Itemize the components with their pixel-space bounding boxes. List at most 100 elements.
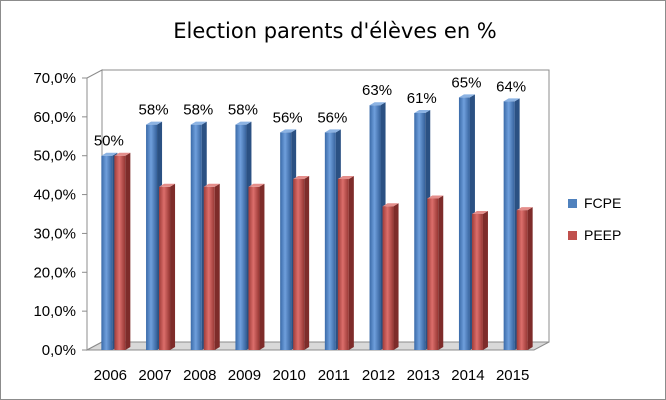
bars-group [101, 94, 533, 350]
y-tick-label: 50,0% [33, 148, 76, 165]
bar-front [324, 132, 336, 350]
bar-peep-2007 [159, 183, 176, 350]
x-tick-label: 2013 [407, 367, 440, 384]
bar-front [101, 155, 113, 350]
bar-peep-2012 [382, 203, 399, 350]
bar-peep-2006 [114, 152, 131, 350]
bar-front [190, 124, 202, 350]
bar-front [235, 124, 247, 350]
data-label: 50% [94, 133, 124, 150]
bar-top [159, 183, 176, 187]
bar-top [293, 176, 310, 180]
bar-front [280, 132, 292, 350]
data-label: 56% [273, 109, 303, 126]
bar-front [337, 179, 349, 350]
y-tick-label: 40,0% [33, 187, 76, 204]
bar-front [146, 124, 158, 350]
bar-top [382, 203, 399, 207]
bar-peep-2014 [471, 211, 488, 350]
bar-front [382, 206, 394, 350]
x-tick-label: 2007 [138, 367, 171, 384]
x-tick-label: 2006 [94, 367, 127, 384]
bar-top [101, 152, 118, 156]
bar-side [438, 195, 444, 350]
x-tick-label: 2008 [183, 367, 216, 384]
y-tick-label: 30,0% [33, 225, 76, 242]
y-tick-label: 60,0% [33, 109, 76, 126]
x-tick-label: 2012 [362, 367, 395, 384]
bar-top [146, 121, 163, 125]
bar-top [471, 211, 488, 214]
bar-top [516, 207, 533, 211]
bar-top [114, 152, 131, 156]
bar-top [369, 102, 386, 106]
x-tick-label: 2009 [228, 367, 261, 384]
bar-front [248, 186, 260, 350]
bar-front [414, 112, 426, 350]
bar-side [259, 183, 265, 350]
bar-side [214, 183, 220, 350]
bar-front [203, 186, 215, 350]
x-tick-label: 2014 [451, 367, 484, 384]
data-label: 64% [496, 78, 526, 95]
bar-side [348, 176, 354, 350]
bar-top [203, 183, 220, 187]
legend-label-fcpe: FCPE [584, 195, 621, 211]
bar-front [293, 179, 305, 350]
bar-top [248, 183, 265, 187]
data-label: 58% [183, 102, 213, 119]
chart-title: Election parents d'élèves en % [173, 19, 497, 43]
bar-top [235, 121, 252, 125]
bar-top [503, 98, 520, 102]
bar-side [170, 183, 176, 350]
legend-swatch-fcpe [568, 199, 577, 208]
bar-peep-2009 [248, 183, 265, 350]
legend: FCPE PEEP [568, 195, 621, 243]
data-label: 61% [407, 90, 437, 107]
bar-side [527, 207, 533, 350]
bar-top [458, 94, 475, 98]
bar-peep-2010 [293, 176, 310, 350]
bar-peep-2013 [427, 195, 444, 350]
bar-top [414, 109, 431, 113]
x-tick-label: 2010 [272, 367, 305, 384]
bar-front [516, 210, 528, 350]
y-tick-label: 20,0% [33, 264, 76, 281]
data-label: 58% [228, 102, 258, 119]
bar-top [427, 195, 444, 199]
data-labels: 50% 58% 58% 58% 56% 56% 63% 61% 65% 64% [94, 74, 526, 149]
bar-peep-2008 [203, 183, 220, 350]
bar-side [125, 152, 131, 350]
bar-peep-2011 [337, 176, 354, 350]
y-tick-label: 10,0% [33, 303, 76, 320]
bar-top [280, 129, 297, 133]
data-label: 58% [139, 102, 169, 119]
legend-label-peep: PEEP [584, 227, 621, 243]
bar-front [458, 97, 470, 350]
bar-side [304, 176, 310, 350]
bar-front [503, 101, 515, 350]
bar-top [324, 129, 341, 133]
x-tick-label: 2015 [496, 367, 529, 384]
bar-front [471, 214, 483, 350]
bar-top [190, 121, 207, 125]
y-tick-label: 70,0% [33, 70, 76, 87]
x-tick-label: 2011 [318, 367, 350, 384]
side-wall [86, 69, 103, 351]
bar-front [427, 198, 439, 350]
bar-top [337, 176, 354, 180]
bar-front [369, 105, 381, 350]
data-label: 63% [362, 82, 392, 99]
data-label: 65% [451, 74, 481, 91]
bar-peep-2015 [516, 207, 533, 350]
data-label: 56% [317, 109, 347, 126]
bar-side [393, 203, 399, 350]
bar-front [159, 186, 171, 350]
tick-labels: 0,0% 10,0% 20,0% 30,0% 40,0% 50,0% 60,0% 70,0% 2… [33, 70, 529, 384]
bar-front [114, 155, 126, 350]
bar-side [482, 211, 488, 350]
legend-swatch-peep [568, 231, 577, 240]
y-tick-label: 0,0% [42, 342, 76, 359]
